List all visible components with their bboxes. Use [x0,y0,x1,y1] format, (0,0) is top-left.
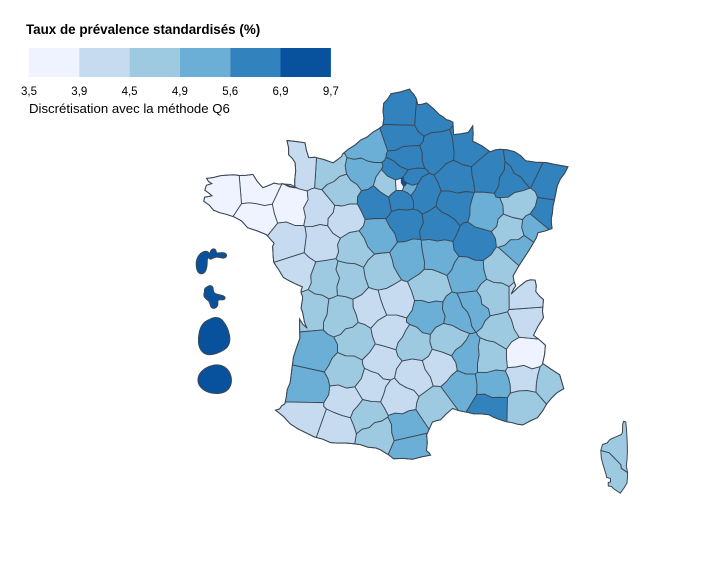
svg-text:9,7: 9,7 [323,86,339,98]
svg-text:5,6: 5,6 [222,86,238,98]
svg-text:3,5: 3,5 [21,86,37,98]
svg-text:Discrétisation avec la méthode: Discrétisation avec la méthode Q6 [29,101,230,116]
svg-text:4,5: 4,5 [122,86,138,98]
svg-text:Taux de prévalence standardisé: Taux de prévalence standardisés (%) [26,22,260,37]
svg-text:3,9: 3,9 [71,86,87,98]
svg-text:4,9: 4,9 [172,86,188,98]
svg-text:6,9: 6,9 [273,86,289,98]
